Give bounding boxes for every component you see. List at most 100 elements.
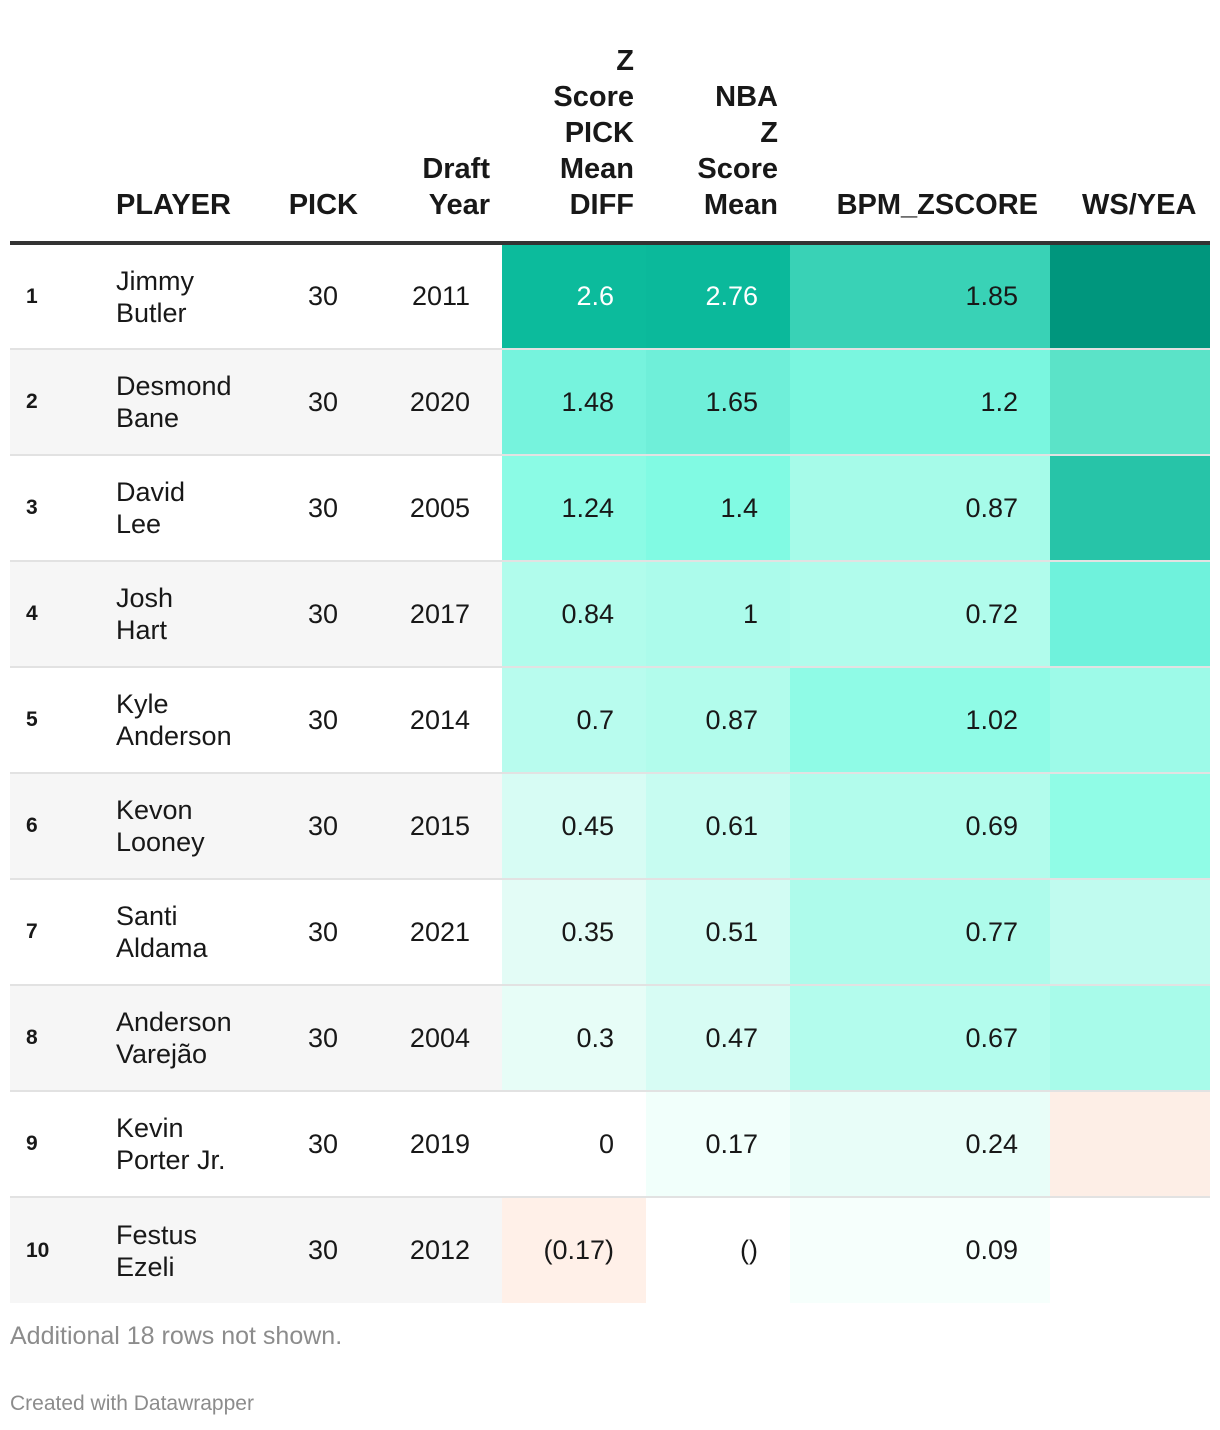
player-last-name: Ezeli — [116, 1251, 175, 1282]
column-header-text: Mean — [559, 153, 634, 185]
rank-cell: 10 — [10, 1197, 100, 1303]
zscore-pick-mean-diff-cell: 0.84 — [502, 561, 646, 668]
draft-year-cell: 2020 — [370, 349, 502, 456]
ws-per-year-cell — [1050, 773, 1210, 880]
player-first-name: Josh — [116, 583, 174, 613]
ws-per-year-cell — [1050, 243, 1210, 350]
nba-zscore-mean-cell: 1 — [646, 561, 790, 668]
pick-cell: 30 — [270, 455, 370, 562]
player-last-name: Bane — [116, 403, 180, 433]
player-first-name: Desmond — [116, 371, 232, 401]
pick-cell: 30 — [270, 243, 370, 350]
column-header-player[interactable]: PLAYER — [100, 0, 270, 245]
bpm-zscore-cell: 1.02 — [790, 667, 1050, 774]
column-header-pick[interactable]: PICK — [270, 0, 370, 245]
column-header-text: PICK — [564, 117, 634, 149]
header-row: PLAYER PICK Draft Year Z Score PICK Mean DIFF NBA… — [10, 0, 1210, 245]
bpm-zscore-cell: 0.77 — [790, 879, 1050, 986]
player-last-name: Aldama — [116, 933, 208, 963]
nba-zscore-mean-cell: 2.76 — [646, 243, 790, 350]
ws-per-year-cell — [1050, 879, 1210, 986]
player-first-name: Santi — [116, 901, 178, 931]
zscore-pick-mean-diff-cell: 2.6 — [502, 243, 646, 350]
column-header-rank[interactable] — [10, 0, 100, 245]
rows-not-shown-note: Additional 18 rows not shown. — [10, 1322, 343, 1350]
player-last-name: Varejão — [116, 1039, 208, 1069]
ws-per-year-cell — [1050, 349, 1210, 456]
column-header-text: Year — [428, 189, 490, 221]
table-row: 10 Festus Ezeli 30 2012 (0.17)() 0.09 — [10, 1197, 1210, 1303]
player-last-name: Lee — [116, 509, 162, 539]
column-header-bpm[interactable]: BPM_ZSCORE — [790, 0, 1050, 245]
nba-zscore-mean-cell: 1.65 — [646, 349, 790, 456]
draft-year-cell: 2005 — [370, 455, 502, 562]
ws-per-year-cell — [1050, 985, 1210, 1092]
rank-cell: 8 — [10, 985, 100, 1092]
player-cell: Jimmy Butler — [100, 243, 270, 350]
column-header-text: WS/YEA — [1082, 189, 1197, 221]
draft-year-cell: 2011 — [370, 243, 502, 350]
column-header-text: Score — [553, 81, 634, 113]
zscore-pick-mean-diff-cell: 0.7 — [502, 667, 646, 774]
nba-zscore-mean-cell: () — [646, 1197, 790, 1303]
column-header-nbaz[interactable]: NBA Z Score Mean — [646, 0, 790, 245]
draft-year-cell: 2015 — [370, 773, 502, 880]
player-cell: David Lee — [100, 455, 270, 562]
nba-zscore-mean-cell: 0.51 — [646, 879, 790, 986]
pick-cell: 30 — [270, 773, 370, 880]
pick-cell: 30 — [270, 985, 370, 1092]
column-header-text: BPM_ZSCORE — [836, 189, 1038, 221]
table-row: 8 Anderson Varejão 30 2004 0.3 0.47 0.67 — [10, 985, 1210, 1092]
column-header-text: Draft — [422, 153, 490, 185]
nba-zscore-mean-cell: 0.61 — [646, 773, 790, 880]
column-header-text: Z — [616, 45, 634, 77]
player-cell: Santi Aldama — [100, 879, 270, 986]
column-header-text: DIFF — [569, 189, 634, 221]
player-last-name: Looney — [116, 827, 205, 857]
ws-per-year-cell — [1050, 1197, 1210, 1303]
player-last-name: Butler — [116, 297, 187, 328]
rank-cell: 4 — [10, 561, 100, 668]
player-first-name: Kevon — [116, 795, 193, 825]
draft-year-cell: 2004 — [370, 985, 502, 1092]
player-last-name: Anderson — [116, 721, 232, 751]
player-cell: Festus Ezeli — [100, 1197, 270, 1303]
table-row: 9 Kevin Porter Jr. 30 2019 0 0.17 0.24 — [10, 1091, 1210, 1198]
rank-cell: 9 — [10, 1091, 100, 1198]
table-row: 5 Kyle Anderson 30 2014 0.7 0.87 1.02 — [10, 667, 1210, 774]
bpm-zscore-cell: 0.24 — [790, 1091, 1050, 1198]
column-header-year[interactable]: Draft Year — [370, 0, 502, 245]
column-header-ws[interactable]: WS/YEA — [1050, 0, 1210, 245]
rank-cell: 7 — [10, 879, 100, 986]
column-header-text: NBA — [715, 81, 778, 113]
player-cell: Desmond Bane — [100, 349, 270, 456]
bpm-zscore-cell: 0.67 — [790, 985, 1050, 1092]
bpm-zscore-cell: 0.09 — [790, 1197, 1050, 1303]
player-first-name: David — [116, 477, 186, 507]
zscore-pick-mean-diff-cell: 0.45 — [502, 773, 646, 880]
table-body: 1 Jimmy Butler 30 2011 2.6 2.76 1.85 2 Desmond Ban… — [10, 243, 1210, 1303]
ws-per-year-cell — [1050, 455, 1210, 562]
column-header-zdiff[interactable]: Z Score PICK Mean DIFF — [502, 0, 646, 245]
zscore-pick-mean-diff-cell: 1.48 — [502, 349, 646, 456]
data-table-container: PLAYER PICK Draft Year Z Score PICK Mean DIFF NBA… — [10, 0, 1210, 1303]
draft-year-cell: 2021 — [370, 879, 502, 986]
column-header-text: Z — [760, 117, 778, 149]
player-last-name: Hart — [116, 615, 168, 645]
bpm-zscore-cell: 1.85 — [790, 243, 1050, 350]
rank-cell: 1 — [10, 243, 100, 350]
table-row: 1 Jimmy Butler 30 2011 2.6 2.76 1.85 — [10, 243, 1210, 350]
pick-cell: 30 — [270, 561, 370, 668]
nba-zscore-mean-cell: 0.87 — [646, 667, 790, 774]
player-first-name: Jimmy — [116, 265, 194, 296]
table-row: 6 Kevon Looney 30 2015 0.45 0.61 0.69 — [10, 773, 1210, 880]
pick-cell: 30 — [270, 1197, 370, 1303]
column-header-text: PLAYER — [116, 189, 231, 221]
column-header-text: PICK — [288, 189, 358, 221]
draft-table: PLAYER PICK Draft Year Z Score PICK Mean DIFF NBA… — [10, 0, 1210, 1303]
ws-per-year-cell — [1050, 667, 1210, 774]
nba-zscore-mean-cell: 0.47 — [646, 985, 790, 1092]
table-row: 3 David Lee 30 2005 1.24 1.4 0.87 — [10, 455, 1210, 562]
draft-year-cell: 2012 — [370, 1197, 502, 1303]
player-cell: Kevon Looney — [100, 773, 270, 880]
